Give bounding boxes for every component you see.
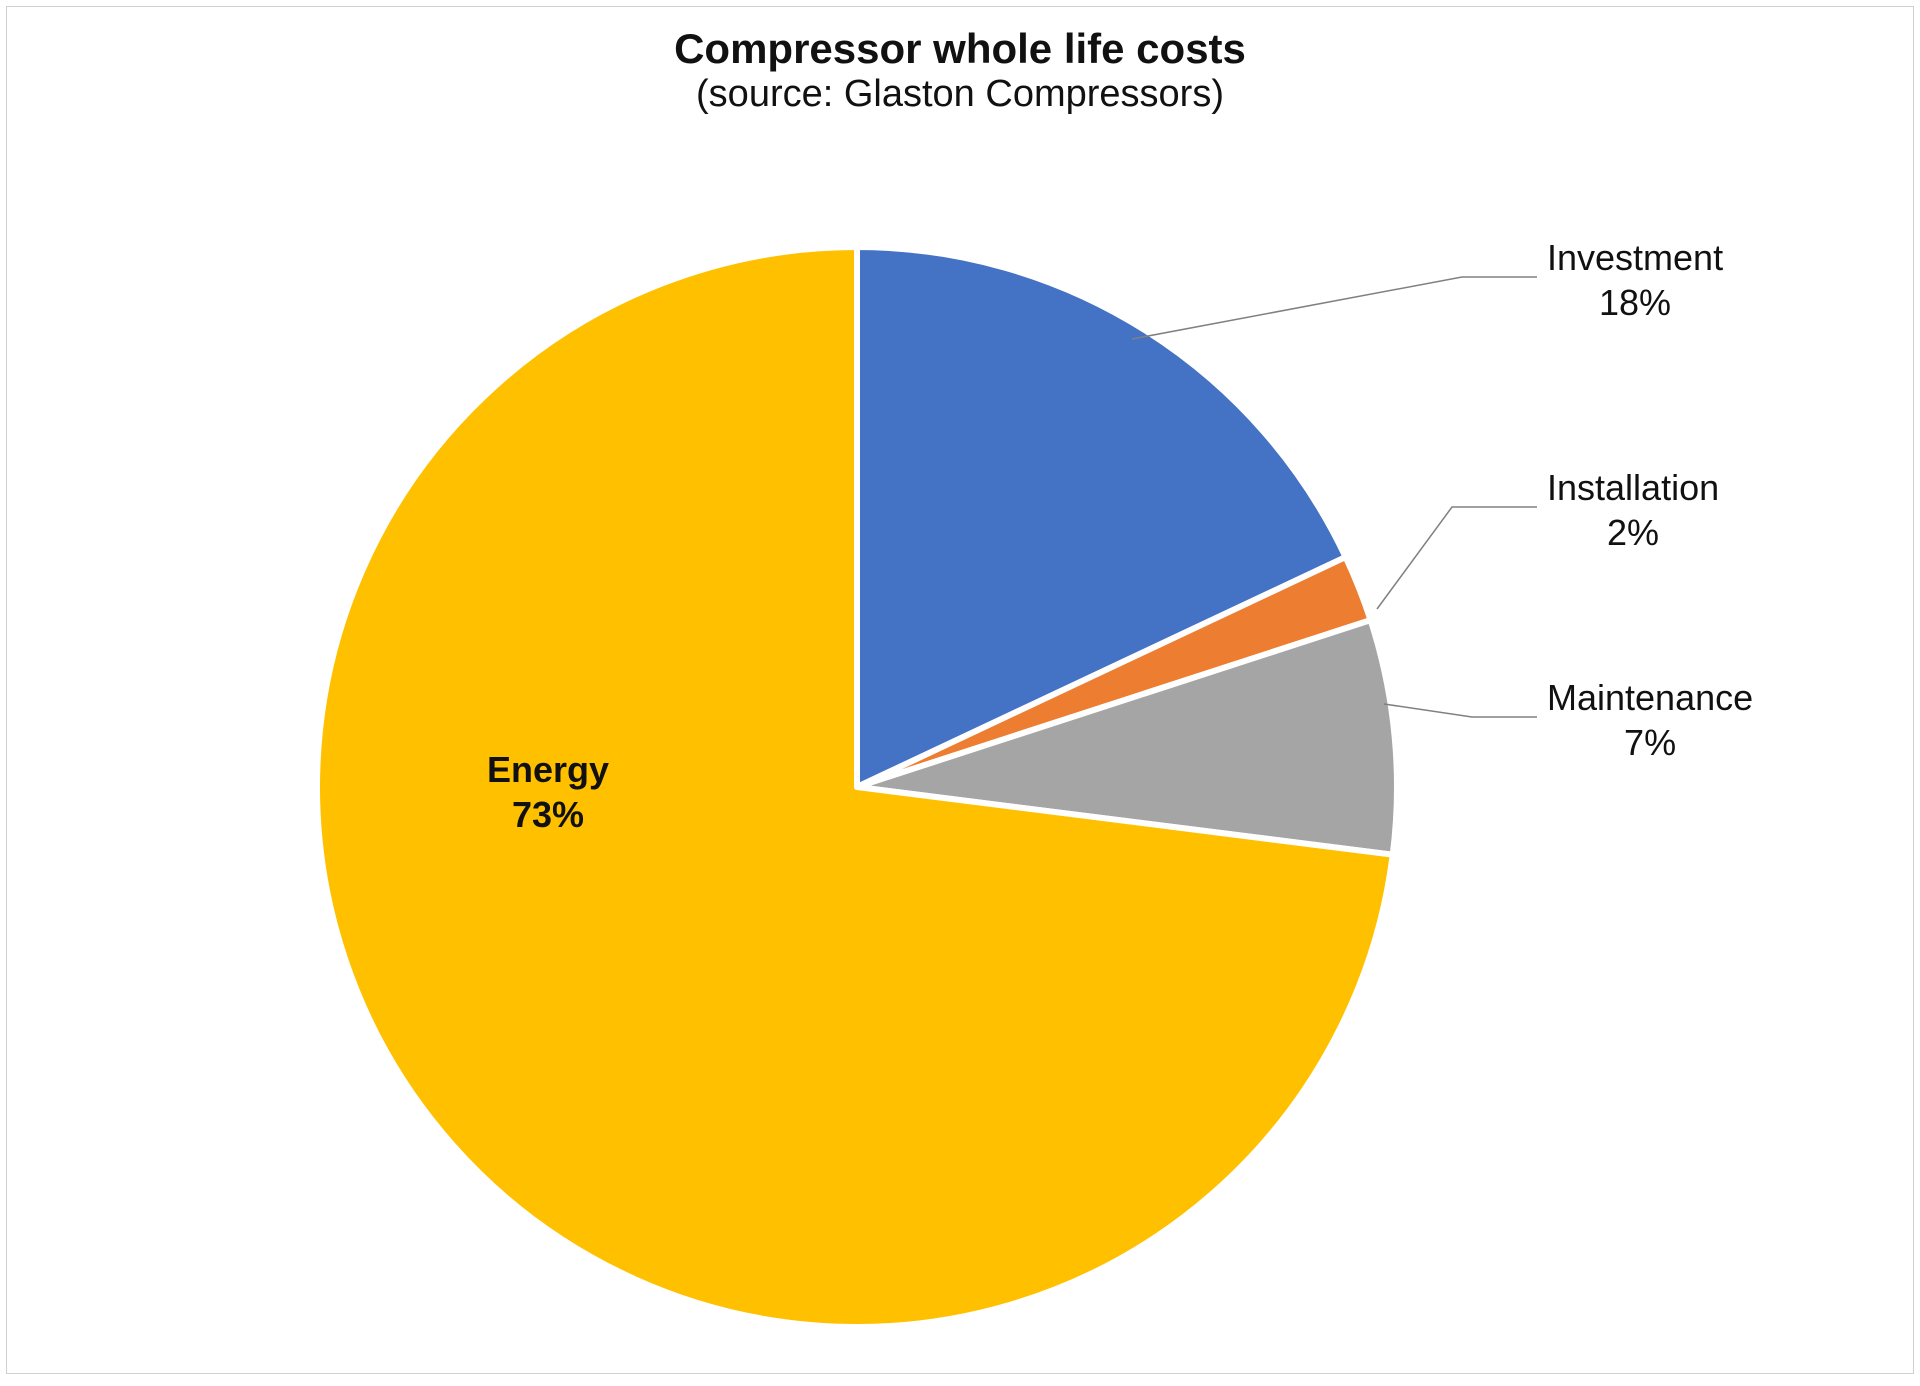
chart-frame: Compressor whole life costs (source: Gla…	[6, 6, 1914, 1374]
slice-label-installation: Installation 2%	[1547, 465, 1719, 555]
slice-label-text: Energy	[487, 749, 609, 790]
slice-label-pct: 7%	[1547, 720, 1753, 765]
slice-label-energy: Energy 73%	[487, 747, 609, 837]
leader-line	[1132, 277, 1537, 339]
slice-label-pct: 2%	[1547, 510, 1719, 555]
slice-label-pct: 73%	[512, 794, 584, 835]
leader-line	[1377, 507, 1537, 609]
leader-line	[1384, 704, 1537, 717]
slice-label-investment: Investment 18%	[1547, 235, 1723, 325]
slice-label-text: Investment	[1547, 237, 1723, 278]
slice-label-pct: 18%	[1547, 280, 1723, 325]
slice-label-text: Maintenance	[1547, 677, 1753, 718]
slice-label-text: Installation	[1547, 467, 1719, 508]
slice-label-maintenance: Maintenance 7%	[1547, 675, 1753, 765]
